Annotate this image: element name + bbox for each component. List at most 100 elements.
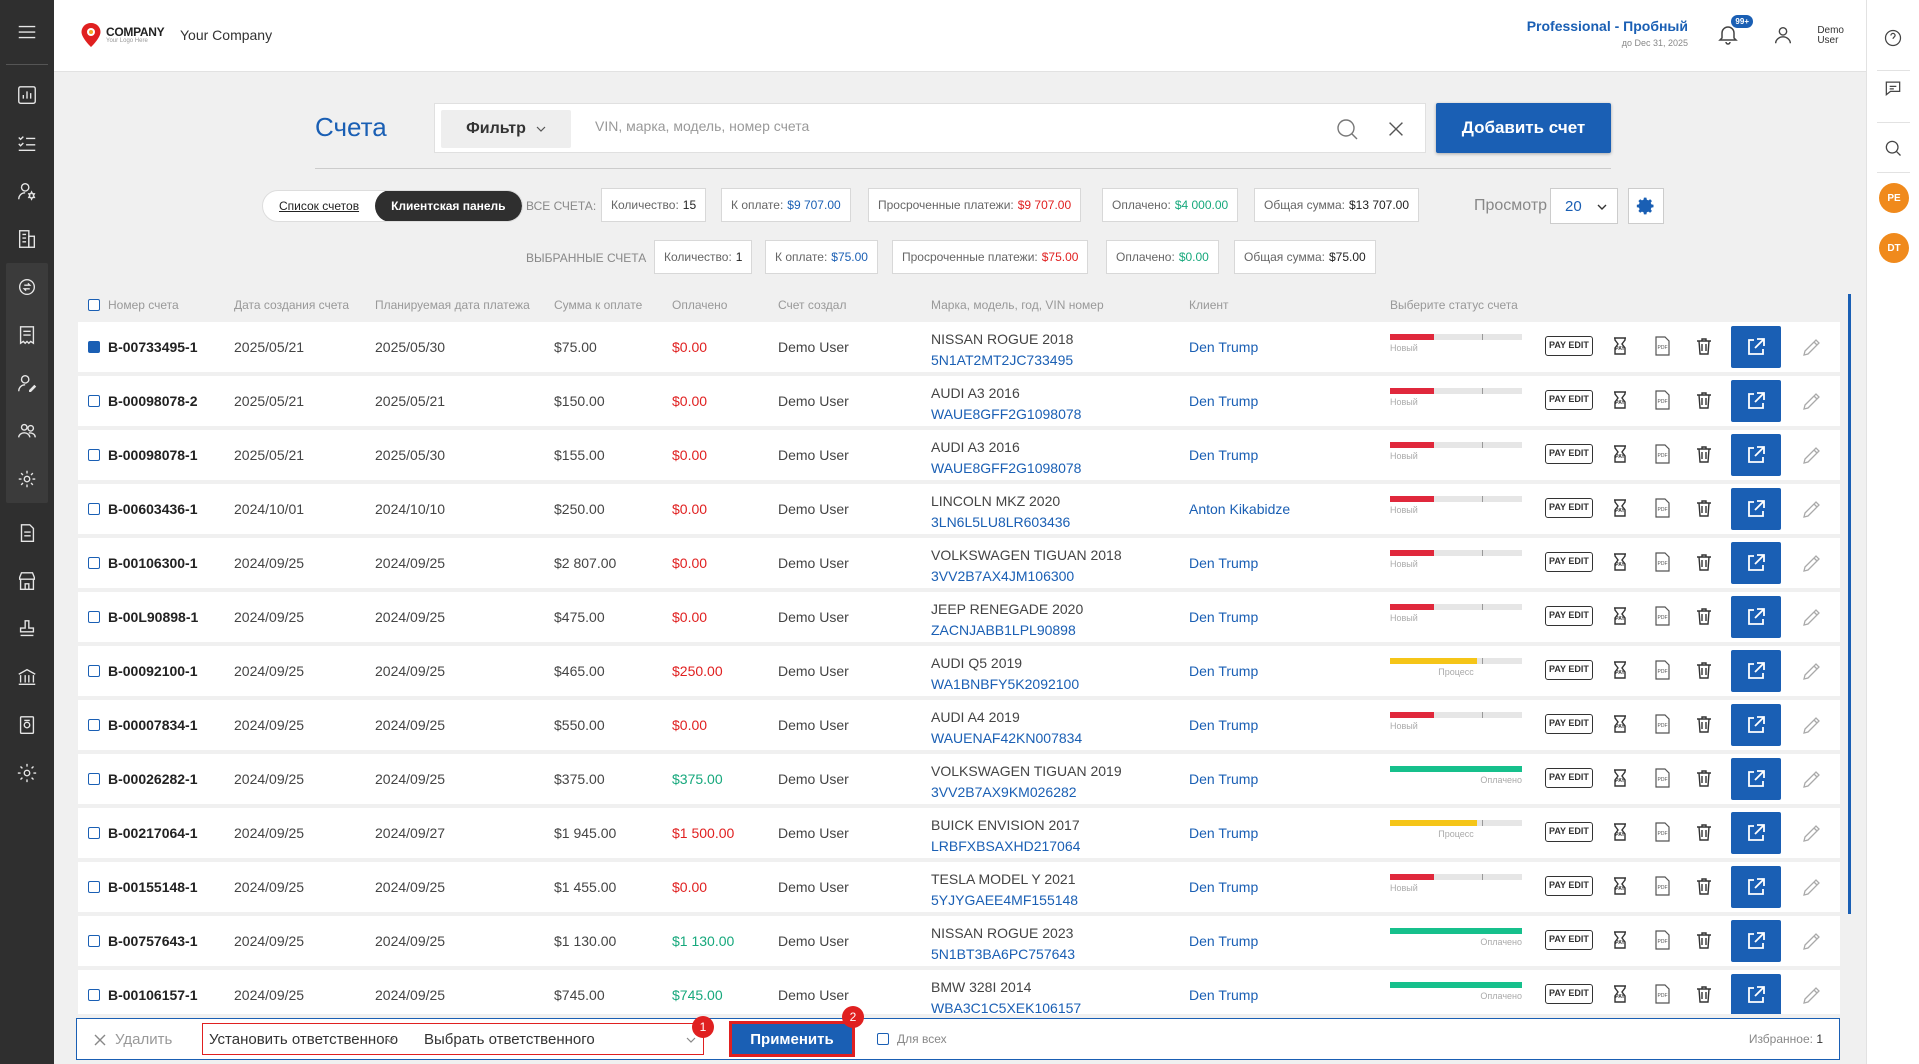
- invoice-number[interactable]: B-00007834-1: [108, 717, 198, 733]
- set-responsible-select[interactable]: Установить ответственного: [209, 1031, 399, 1048]
- invoice-number[interactable]: B-00106157-1: [108, 987, 198, 1003]
- row-checkbox[interactable]: [88, 611, 100, 623]
- trash-icon[interactable]: [1693, 713, 1715, 735]
- invoice-number[interactable]: B-00603436-1: [108, 501, 198, 517]
- pay-icon[interactable]: PAY: [1609, 497, 1631, 519]
- exchange-icon[interactable]: [6, 263, 48, 311]
- open-invoice-button[interactable]: [1731, 812, 1781, 854]
- vin-link[interactable]: WAUENAF42KN007834: [931, 730, 1083, 746]
- col-client[interactable]: Клиент: [1189, 298, 1229, 312]
- invoice-number[interactable]: B-00217064-1: [108, 825, 198, 841]
- avatar-dt[interactable]: DT: [1879, 233, 1909, 263]
- client-link[interactable]: Den Trump: [1189, 339, 1259, 355]
- status-selector[interactable]: Оплачено: [1390, 982, 1522, 1001]
- invoice-number[interactable]: B-00733495-1: [108, 339, 198, 355]
- pdf-icon[interactable]: PDF: [1651, 335, 1673, 357]
- client-link[interactable]: Den Trump: [1189, 987, 1259, 1003]
- pay-edit-button[interactable]: PAY EDIT: [1545, 660, 1593, 680]
- open-invoice-button[interactable]: [1731, 758, 1781, 800]
- row-checkbox[interactable]: [88, 665, 100, 677]
- pdf-icon[interactable]: PDF: [1651, 443, 1673, 465]
- pdf-icon[interactable]: PDF: [1651, 659, 1673, 681]
- open-invoice-button[interactable]: [1731, 326, 1781, 368]
- report-icon[interactable]: [0, 701, 54, 749]
- status-selector[interactable]: Новый: [1390, 334, 1522, 353]
- vin-link[interactable]: WAUE8GFF2G1098078: [931, 460, 1082, 476]
- client-link[interactable]: Den Trump: [1189, 393, 1259, 409]
- user-name[interactable]: Demo User: [1817, 26, 1844, 46]
- col-status[interactable]: Выберите статус счета: [1390, 298, 1518, 312]
- invoice-number[interactable]: B-00092100-1: [108, 663, 198, 679]
- pay-edit-button[interactable]: PAY EDIT: [1545, 606, 1593, 626]
- table-row[interactable]: B-00217064-1 2024/09/25 2024/09/27 $1 94…: [78, 808, 1840, 858]
- pdf-icon[interactable]: PDF: [1651, 605, 1673, 627]
- table-row[interactable]: B-00106300-1 2024/09/25 2024/09/25 $2 80…: [78, 538, 1840, 588]
- stamp-icon[interactable]: [0, 605, 54, 653]
- status-selector[interactable]: Новый: [1390, 496, 1522, 515]
- pencil-icon[interactable]: [1801, 822, 1823, 844]
- pencil-icon[interactable]: [1801, 930, 1823, 952]
- pdf-icon[interactable]: PDF: [1651, 929, 1673, 951]
- pencil-icon[interactable]: [1801, 444, 1823, 466]
- row-checkbox[interactable]: [88, 557, 100, 569]
- vin-link[interactable]: 5N1BT3BA6PC757643: [931, 946, 1075, 962]
- pay-icon[interactable]: PAY: [1609, 443, 1631, 465]
- client-link[interactable]: Den Trump: [1189, 879, 1259, 895]
- status-selector[interactable]: Процесс: [1390, 658, 1522, 677]
- trash-icon[interactable]: [1693, 929, 1715, 951]
- table-row[interactable]: B-00007834-1 2024/09/25 2024/09/25 $550.…: [78, 700, 1840, 750]
- client-link[interactable]: Den Trump: [1189, 825, 1259, 841]
- trash-icon[interactable]: [1693, 767, 1715, 789]
- pay-edit-button[interactable]: PAY EDIT: [1545, 390, 1593, 410]
- pay-edit-button[interactable]: PAY EDIT: [1545, 984, 1593, 1004]
- pay-edit-button[interactable]: PAY EDIT: [1545, 930, 1593, 950]
- help-icon[interactable]: [1883, 28, 1903, 48]
- tasks-list-icon[interactable]: [0, 119, 54, 167]
- pdf-icon[interactable]: PDF: [1651, 767, 1673, 789]
- search-input[interactable]: [595, 118, 1195, 134]
- pdf-icon[interactable]: PDF: [1651, 497, 1673, 519]
- open-invoice-button[interactable]: [1731, 974, 1781, 1014]
- pencil-icon[interactable]: [1801, 876, 1823, 898]
- pay-icon[interactable]: PAY: [1609, 389, 1631, 411]
- trash-icon[interactable]: [1693, 389, 1715, 411]
- open-invoice-button[interactable]: [1731, 380, 1781, 422]
- trash-icon[interactable]: [1693, 659, 1715, 681]
- row-checkbox[interactable]: [88, 773, 100, 785]
- vin-link[interactable]: WAUE8GFF2G1098078: [931, 406, 1082, 422]
- client-link[interactable]: Anton Kikabidze: [1189, 501, 1291, 517]
- status-selector[interactable]: Оплачено: [1390, 766, 1522, 785]
- status-selector[interactable]: Новый: [1390, 388, 1522, 407]
- building-icon[interactable]: [0, 215, 54, 263]
- invoice-number[interactable]: B-00155148-1: [108, 879, 198, 895]
- row-checkbox[interactable]: [88, 449, 100, 461]
- dashboard-icon[interactable]: [0, 71, 54, 119]
- pay-icon[interactable]: PAY: [1609, 929, 1631, 951]
- user-settings-icon[interactable]: [0, 167, 54, 215]
- tab-invoice-list[interactable]: Список счетов: [279, 199, 360, 213]
- client-link[interactable]: Den Trump: [1189, 933, 1259, 949]
- pdf-icon[interactable]: PDF: [1651, 821, 1673, 843]
- table-row[interactable]: B-00757643-1 2024/09/25 2024/09/25 $1 13…: [78, 916, 1840, 966]
- chat-icon[interactable]: [1883, 78, 1903, 98]
- pay-edit-button[interactable]: PAY EDIT: [1545, 768, 1593, 788]
- open-invoice-button[interactable]: [1731, 542, 1781, 584]
- open-invoice-button[interactable]: [1731, 434, 1781, 476]
- status-selector[interactable]: Новый: [1390, 550, 1522, 569]
- vin-link[interactable]: WA1BNBFY5K2092100: [931, 676, 1080, 692]
- row-checkbox[interactable]: [88, 341, 100, 353]
- invoice-number[interactable]: B-00098078-1: [108, 447, 198, 463]
- client-link[interactable]: Den Trump: [1189, 555, 1259, 571]
- pay-icon[interactable]: PAY: [1609, 983, 1631, 1005]
- col-planned[interactable]: Планируемая дата платежа: [375, 298, 530, 312]
- col-amount[interactable]: Сумма к оплате: [554, 298, 643, 312]
- add-invoice-button[interactable]: Добавить счет: [1436, 103, 1611, 153]
- col-number[interactable]: Номер счета: [108, 298, 179, 312]
- col-car[interactable]: Марка, модель, год, VIN номер: [931, 298, 1104, 312]
- pdf-icon[interactable]: PDF: [1651, 551, 1673, 573]
- search-icon[interactable]: [1335, 117, 1359, 141]
- pay-edit-button[interactable]: PAY EDIT: [1545, 444, 1593, 464]
- client-link[interactable]: Den Trump: [1189, 663, 1259, 679]
- pencil-icon[interactable]: [1801, 390, 1823, 412]
- close-icon[interactable]: [1385, 118, 1407, 140]
